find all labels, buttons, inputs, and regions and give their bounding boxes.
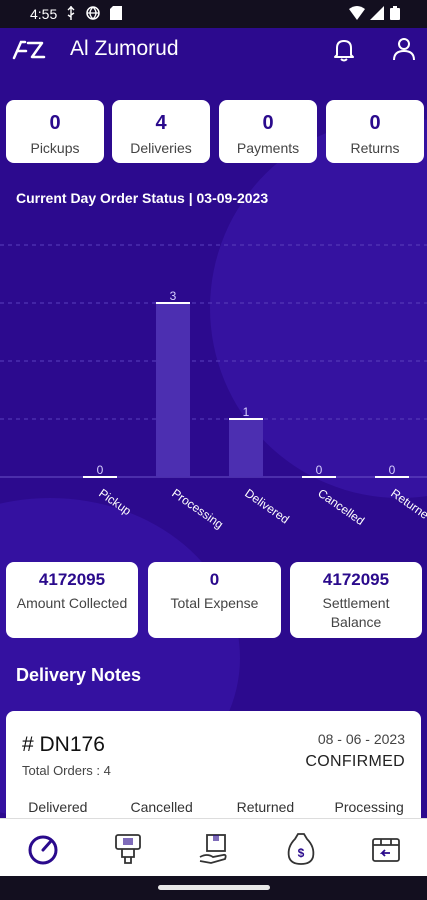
settlement-balance-label: Settlement Balance (322, 595, 390, 630)
chart-tick-label: Pickup (96, 486, 134, 518)
deliveries-count: 4 (155, 112, 167, 134)
app-logo-icon (12, 40, 46, 60)
settlement-balance-value: 4172095 (322, 570, 390, 589)
sd-card-icon (110, 6, 122, 20)
deliveries-card[interactable]: 4 Deliveries (112, 100, 210, 163)
amount-collected-value: 4172095 (38, 570, 106, 589)
bell-icon[interactable] (331, 36, 357, 62)
delivery-note-card[interactable]: # DN176 Total Orders : 4 08 - 06 - 2023 … (6, 711, 421, 818)
chart-bar-delivered (229, 419, 263, 477)
user-icon[interactable] (391, 36, 417, 62)
delivery-note-date: 08 - 06 - 2023 (317, 731, 405, 747)
deliveries-label: Deliveries (130, 140, 192, 156)
column-returned: Returned (236, 799, 295, 815)
status-time: 4:55 (30, 6, 58, 22)
home-indicator[interactable] (158, 885, 270, 890)
payments-card[interactable]: 0 Payments (219, 100, 317, 163)
chart-data-label: 3 (170, 289, 177, 303)
order-status-chart: 0 Pickup 3 Processing 1 Delivered 0 Cancelled 0 R… (0, 223, 427, 543)
pickups-count: 0 (49, 112, 61, 134)
returns-count: 0 (369, 112, 381, 134)
settlement-balance-card[interactable]: 4172095 Settlement Balance (290, 562, 422, 638)
order-status-bar-chart: 0 Pickup 3 Processing 1 Delivered 0 Cancelled 0 R… (0, 244, 427, 532)
dashboard-icon[interactable] (25, 831, 61, 867)
battery-icon (390, 6, 400, 20)
total-expense-value: 0 (209, 570, 220, 589)
delivery-note-status: CONFIRMED (305, 753, 405, 770)
chart-tick-label: Returne (388, 486, 427, 522)
bottom-navigation: $ (0, 818, 427, 878)
returns-card[interactable]: 0 Returns (326, 100, 424, 163)
app-screen: Al Zumorud 0 Pickups 4 Deliveries 0 Paym… (0, 28, 427, 818)
delivery-note-columns: Delivered Cancelled Returned Processing (6, 799, 421, 815)
delivery-icon[interactable] (197, 831, 233, 867)
usb-icon (67, 6, 75, 20)
delivery-notes-title: Delivery Notes (16, 665, 142, 685)
top-app-bar: Al Zumorud (0, 28, 427, 72)
total-expense-label: Total Expense (170, 595, 259, 611)
vpn-globe-icon (86, 6, 100, 20)
chart-data-label: 0 (97, 463, 104, 477)
column-delivered: Delivered (28, 799, 88, 815)
order-status-title: Current Day Order Status | 03-09-2023 (16, 190, 269, 206)
payments-icon[interactable]: $ (283, 831, 319, 867)
svg-text:$: $ (298, 846, 305, 860)
delivery-note-id: # DN176 (22, 733, 105, 756)
chart-tick-label: Cancelled (315, 486, 367, 528)
returns-icon[interactable] (368, 831, 404, 867)
app-title: Al Zumorud (70, 37, 179, 60)
chart-data-label: 1 (243, 405, 250, 419)
amount-collected-label: Amount Collected (16, 595, 128, 611)
total-expense-card[interactable]: 0 Total Expense (148, 562, 281, 638)
chart-bar-processing (156, 303, 190, 477)
payments-count: 0 (262, 112, 274, 134)
signal-icon (370, 6, 384, 20)
column-processing: Processing (334, 799, 404, 815)
status-bar: 4:55 (0, 0, 427, 28)
amount-collected-card[interactable]: 4172095 Amount Collected (6, 562, 138, 638)
wifi-icon (349, 6, 365, 20)
delivery-note-total-orders: Total Orders : 4 (22, 763, 111, 778)
gesture-bar (0, 876, 427, 900)
chart-tick-label: Delivered (242, 486, 292, 527)
returns-label: Returns (350, 140, 400, 156)
column-cancelled: Cancelled (130, 799, 193, 815)
chart-tick-label: Processing (169, 486, 226, 532)
pickups-card[interactable]: 0 Pickups (6, 100, 104, 163)
pickups-label: Pickups (30, 140, 80, 156)
pickup-icon[interactable] (110, 831, 146, 867)
chart-data-label: 0 (316, 463, 323, 477)
payments-label: Payments (236, 140, 300, 156)
chart-data-label: 0 (389, 463, 396, 477)
